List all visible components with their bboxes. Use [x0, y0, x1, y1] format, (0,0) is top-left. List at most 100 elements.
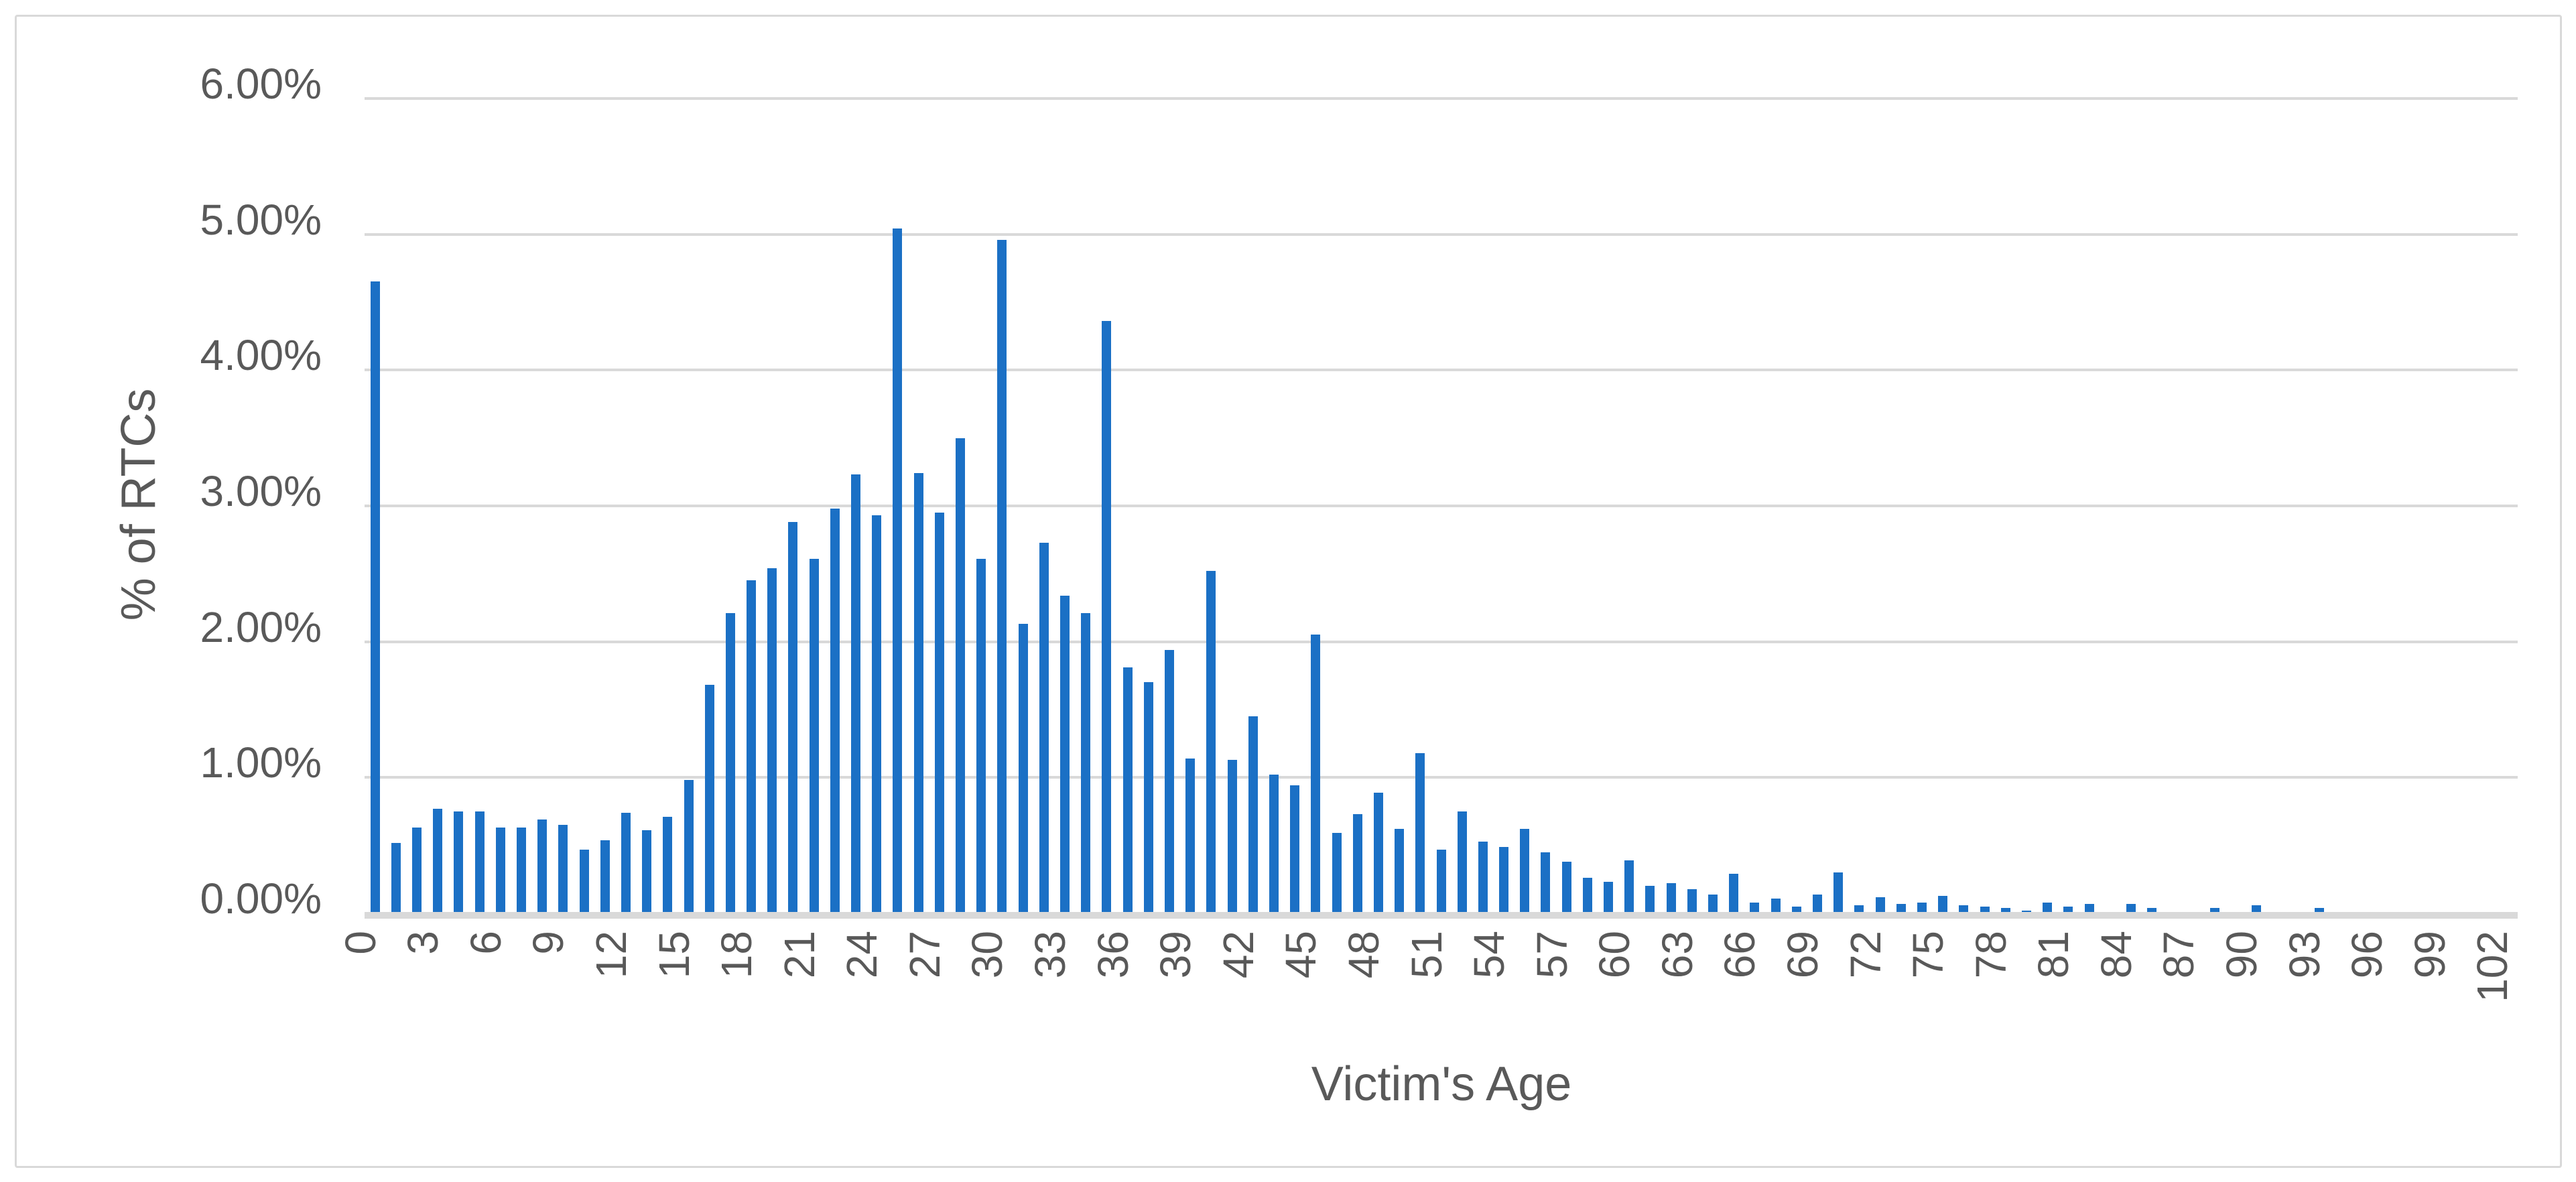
bar-age-72	[1875, 897, 1885, 912]
bar-age-65	[1729, 874, 1739, 912]
bar-age-0	[370, 281, 380, 912]
y-tick-label-6.00%: 6.00%	[200, 59, 322, 108]
bar-age-22	[830, 508, 840, 912]
bar-age-54	[1499, 846, 1509, 912]
plot-area	[365, 84, 2518, 928]
x-tick-label-81: 81	[2029, 931, 2078, 979]
x-tick-label-27: 27	[900, 931, 949, 979]
bar-age-81	[2063, 906, 2073, 912]
bar-age-80	[2043, 902, 2053, 912]
bar-age-37	[1143, 682, 1153, 912]
x-tick-label-24: 24	[838, 931, 887, 979]
bar-age-1	[391, 842, 401, 912]
bar-age-60	[1624, 860, 1634, 912]
bar-age-49	[1395, 829, 1405, 912]
bar-age-61	[1645, 886, 1655, 912]
x-axis-title: Victim's Age	[1311, 1057, 1572, 1111]
bar-age-69	[1812, 894, 1822, 912]
x-tick-label-87: 87	[2154, 931, 2203, 979]
bar-age-51	[1436, 849, 1446, 912]
x-tick-label-39: 39	[1151, 931, 1200, 979]
bar-age-46	[1332, 833, 1342, 912]
bar-age-70	[1833, 872, 1844, 912]
bar-age-2	[411, 828, 422, 912]
bar-age-64	[1708, 894, 1718, 912]
gridline-6.00%	[365, 96, 2518, 100]
bar-age-50	[1415, 752, 1425, 912]
gridline-3.00%	[365, 504, 2518, 507]
bar-age-85	[2147, 907, 2157, 912]
bar-age-10	[579, 849, 589, 912]
bar-age-7	[516, 828, 526, 912]
bar-age-48	[1373, 792, 1383, 912]
bar-age-67	[1770, 898, 1781, 912]
bar-age-32	[1039, 542, 1049, 912]
y-tick-label-1.00%: 1.00%	[200, 738, 322, 787]
bar-age-30	[997, 239, 1007, 912]
x-tick-label-69: 69	[1778, 931, 1827, 979]
x-tick-label-9: 9	[524, 931, 573, 955]
bar-age-74	[1917, 902, 1927, 912]
bar-age-28	[956, 438, 966, 912]
bar-age-3	[433, 808, 443, 912]
x-tick-label-33: 33	[1026, 931, 1074, 979]
bar-age-27	[934, 513, 944, 912]
bar-age-29	[976, 558, 986, 912]
x-tick-label-72: 72	[1841, 931, 1890, 979]
x-tick-label-3: 3	[399, 931, 448, 955]
x-tick-label-78: 78	[1966, 931, 2015, 979]
bar-age-57	[1561, 862, 1571, 912]
bar-age-23	[851, 474, 861, 912]
bar-age-9	[558, 825, 568, 912]
bar-age-88	[2209, 907, 2219, 912]
bar-age-90	[2252, 905, 2262, 912]
bar-age-15	[684, 780, 694, 912]
bar-age-26	[913, 473, 923, 912]
bar-age-11	[600, 840, 610, 912]
y-tick-label-4.00%: 4.00%	[200, 331, 322, 380]
y-tick-label-0.00%: 0.00%	[200, 874, 322, 923]
bar-age-43	[1269, 775, 1279, 912]
bar-age-34	[1081, 613, 1091, 912]
y-tick-label-3.00%: 3.00%	[200, 466, 322, 515]
bar-age-31	[1018, 624, 1028, 912]
x-tick-label-36: 36	[1088, 931, 1137, 979]
bar-age-53	[1478, 841, 1488, 912]
bar-age-20	[788, 522, 798, 912]
y-tick-label-5.00%: 5.00%	[200, 195, 322, 244]
x-tick-label-84: 84	[2091, 931, 2140, 979]
bar-age-78	[2000, 907, 2010, 912]
bar-age-68	[1791, 906, 1801, 912]
bar-age-63	[1687, 889, 1697, 912]
bar-age-13	[642, 830, 652, 912]
x-tick-label-0: 0	[336, 931, 385, 955]
x-axis-line	[365, 912, 2518, 919]
bar-age-4	[454, 811, 464, 912]
x-tick-label-93: 93	[2280, 931, 2329, 979]
bar-age-39	[1185, 758, 1196, 912]
bar-age-82	[2084, 903, 2094, 912]
bar-age-66	[1750, 902, 1760, 912]
x-tick-label-90: 90	[2217, 931, 2266, 979]
bar-age-79	[2021, 910, 2031, 912]
bar-age-44	[1290, 785, 1300, 912]
gridline-5.00%	[365, 233, 2518, 236]
bar-age-42	[1248, 716, 1258, 912]
x-tick-label-12: 12	[586, 931, 635, 979]
bar-age-77	[1980, 906, 1990, 912]
bar-age-8	[537, 819, 548, 912]
gridline-2.00%	[365, 640, 2518, 643]
bar-age-58	[1582, 878, 1592, 912]
bar-age-41	[1227, 759, 1237, 912]
bar-age-75	[1938, 895, 1948, 912]
gridline-4.00%	[365, 369, 2518, 372]
bar-age-14	[663, 817, 673, 912]
bar-age-16	[704, 685, 714, 912]
bar-age-38	[1164, 649, 1174, 912]
bar-age-71	[1854, 905, 1864, 912]
bar-age-73	[1896, 903, 1906, 912]
bar-age-21	[809, 558, 819, 912]
bar-age-62	[1666, 883, 1676, 912]
x-tick-label-66: 66	[1716, 931, 1764, 979]
x-tick-label-21: 21	[775, 931, 824, 979]
